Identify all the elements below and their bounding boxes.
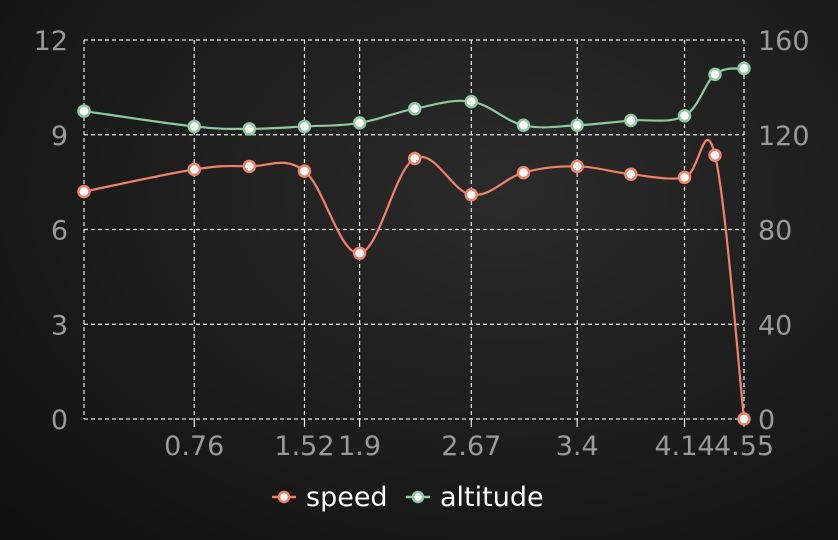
x-axis: 0.76 1.52 1.9 2.67 3.4 4.14 4.55 xyxy=(164,419,774,462)
altitude-point xyxy=(77,104,91,118)
series-speed xyxy=(77,138,751,426)
legend-item-speed: speed xyxy=(272,482,388,513)
y-left-tick-label: 9 xyxy=(51,121,68,152)
speed-point xyxy=(570,159,584,174)
y-right-tick-label: 40 xyxy=(758,310,792,341)
speed-point xyxy=(464,188,479,202)
speed-point xyxy=(242,159,257,174)
grid xyxy=(83,39,745,420)
speed-point xyxy=(677,170,692,185)
altitude-point xyxy=(708,67,722,82)
speed-point xyxy=(187,162,201,177)
y-left-tick-label: 12 xyxy=(34,26,68,57)
x-tick-label: 2.67 xyxy=(441,431,501,462)
altitude-point xyxy=(352,116,367,130)
series-layer xyxy=(77,61,751,426)
y-left-tick-label: 6 xyxy=(51,216,68,247)
legend-marker-icon xyxy=(277,490,291,504)
series-altitude xyxy=(77,61,751,136)
legend-label: speed xyxy=(306,482,388,513)
altitude-point xyxy=(624,113,638,128)
y-right-tick-label: 160 xyxy=(758,26,810,57)
y-right-tick-label: 80 xyxy=(758,216,792,247)
x-tick-label: 0.76 xyxy=(164,431,224,462)
y-right-tick-label: 0 xyxy=(758,405,775,436)
x-tick-label: 4.55 xyxy=(714,431,774,462)
altitude-point xyxy=(737,61,751,76)
altitude-point xyxy=(297,119,312,134)
altitude-point xyxy=(464,94,479,109)
speed-point xyxy=(624,167,638,181)
legend: speed altitude xyxy=(272,482,544,513)
speed-point xyxy=(516,165,531,180)
legend-item-altitude: altitude xyxy=(406,482,544,513)
speed-point xyxy=(708,148,722,163)
speed-point xyxy=(352,246,367,260)
altitude-point xyxy=(516,118,531,133)
y-left-tick-label: 3 xyxy=(51,310,68,341)
x-tick-label: 3.4 xyxy=(556,431,599,462)
y-left-tick-label: 0 xyxy=(51,405,68,436)
legend-marker-icon xyxy=(411,490,425,504)
y-right-tick-label: 120 xyxy=(758,121,810,152)
x-tick-label: 4.14 xyxy=(654,431,714,462)
right-y-axis: 0 40 80 120 160 xyxy=(758,26,810,436)
legend-label: altitude xyxy=(440,482,544,513)
altitude-point xyxy=(407,101,422,116)
altitude-point xyxy=(677,109,692,123)
altitude-point xyxy=(570,118,584,133)
speed-point xyxy=(737,412,751,426)
altitude-point xyxy=(187,119,201,134)
left-y-axis: 0 3 6 9 12 xyxy=(34,26,68,436)
speed-point xyxy=(77,184,91,199)
speed-line xyxy=(83,138,746,420)
x-tick-label: 1.52 xyxy=(274,431,334,462)
altitude-line xyxy=(83,67,745,131)
speed-point xyxy=(297,164,312,178)
altitude-point xyxy=(242,122,257,136)
speed-point xyxy=(407,151,422,166)
x-tick-label: 1.9 xyxy=(338,431,381,462)
